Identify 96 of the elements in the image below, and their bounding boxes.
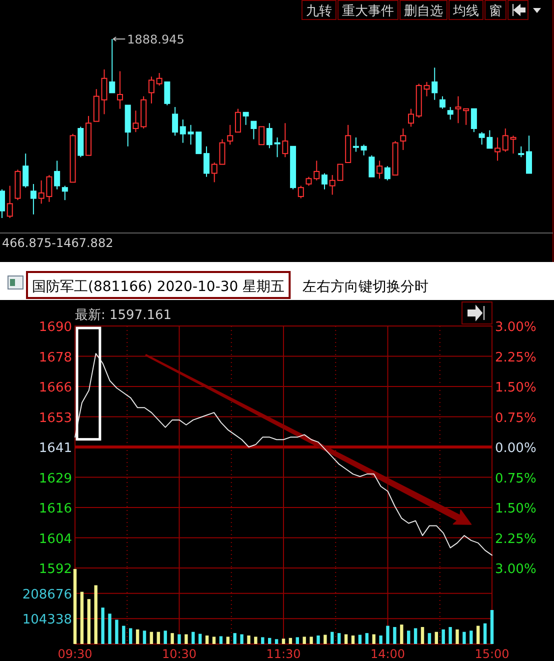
bar	[470, 630, 473, 644]
y-tick-label: 1616	[38, 502, 72, 516]
y-tick-label: 1629	[38, 471, 72, 486]
y-tick-label: 1666	[38, 380, 72, 396]
y2-tick-label: 2.25%	[495, 532, 536, 547]
bar	[393, 627, 396, 644]
y2-tick-label: 1.50%	[495, 502, 536, 516]
chart-title: 国防军工(881166) 2020-10-30 星期五	[32, 279, 285, 295]
bar	[198, 634, 202, 644]
bar	[490, 610, 494, 644]
bar	[247, 636, 250, 644]
bar	[80, 592, 84, 644]
bar	[87, 599, 90, 644]
bar	[456, 629, 459, 644]
bar	[108, 614, 112, 644]
bar	[407, 630, 410, 644]
bar	[115, 620, 118, 644]
bar	[434, 632, 438, 644]
bar	[178, 634, 181, 644]
bar	[268, 638, 272, 644]
bar	[254, 636, 258, 644]
bar	[448, 627, 452, 644]
bar	[261, 637, 264, 644]
bar	[338, 633, 341, 644]
bar	[420, 627, 424, 644]
text: 均线	[452, 4, 479, 19]
text: 九转	[306, 4, 332, 19]
y2-tick-label: 1.50%	[495, 380, 536, 396]
bar	[386, 626, 390, 644]
y2-tick-label: 3.00%	[495, 320, 536, 335]
bar	[358, 634, 362, 644]
bar	[288, 638, 292, 644]
bar	[164, 630, 167, 644]
bar	[442, 629, 445, 644]
bar	[379, 636, 382, 644]
y2-tick-label: 0.75%	[495, 471, 536, 486]
y-tick-label: 1653	[38, 410, 72, 426]
y2-tick-label: 0.00%	[495, 441, 536, 456]
bar	[240, 634, 244, 644]
x-tick-label: 09:30	[58, 647, 92, 661]
bar	[129, 628, 132, 644]
bar	[372, 634, 376, 644]
bar	[365, 633, 368, 644]
y-tick-label: 1690	[38, 320, 72, 335]
bar	[344, 634, 348, 644]
x-tick-label: 10:30	[162, 647, 197, 661]
bar	[324, 634, 327, 644]
bar	[400, 624, 404, 644]
y-tick-label: 104338	[22, 612, 72, 628]
bar	[282, 638, 286, 644]
chart-subtitle: 左右方向键切换分时	[302, 279, 429, 295]
text: 删自选	[404, 4, 443, 19]
y-tick-label: 1678	[38, 350, 72, 366]
bar	[226, 636, 230, 644]
bar	[462, 632, 466, 644]
y-tick-label: 1592	[38, 562, 72, 577]
x-tick-label: 15:00	[474, 647, 510, 661]
y-tick-label: 1604	[38, 532, 72, 547]
bar	[122, 626, 126, 644]
bar	[483, 623, 487, 644]
annotation: 1888.945	[127, 32, 184, 46]
bar	[101, 608, 104, 644]
y-tick-label: 208676	[22, 587, 72, 602]
bar	[351, 636, 355, 644]
text: 最新: 1597.161	[75, 308, 172, 323]
bar	[192, 632, 195, 644]
text: 窗	[489, 3, 502, 19]
line-series	[74, 353, 492, 556]
y2-tick-label: 3.00%	[495, 562, 536, 577]
bar	[150, 632, 154, 644]
bar	[136, 629, 140, 644]
bar	[330, 632, 334, 644]
bar	[219, 636, 223, 644]
bar	[310, 636, 313, 644]
x-tick-label: 14:00	[370, 647, 406, 661]
bar	[205, 636, 209, 644]
bar	[414, 628, 418, 644]
bar	[476, 626, 480, 644]
bar	[274, 639, 278, 644]
bar	[233, 633, 236, 644]
bar	[170, 633, 174, 644]
bar	[156, 632, 160, 644]
y2-tick-label: 2.25%	[495, 350, 536, 366]
bar	[212, 636, 216, 644]
x-tick-label: 11:30	[266, 647, 301, 661]
bar	[428, 633, 432, 644]
text: 重大事件	[342, 4, 394, 19]
text: 466.875-1467.882	[2, 236, 114, 250]
y-tick-label: 1641	[38, 441, 72, 456]
bar	[316, 636, 320, 644]
bar	[94, 585, 98, 644]
bar	[302, 636, 306, 644]
bar	[296, 637, 299, 644]
y2-tick-label: 0.75%	[495, 410, 536, 426]
bar	[184, 634, 188, 644]
bar	[142, 630, 146, 644]
